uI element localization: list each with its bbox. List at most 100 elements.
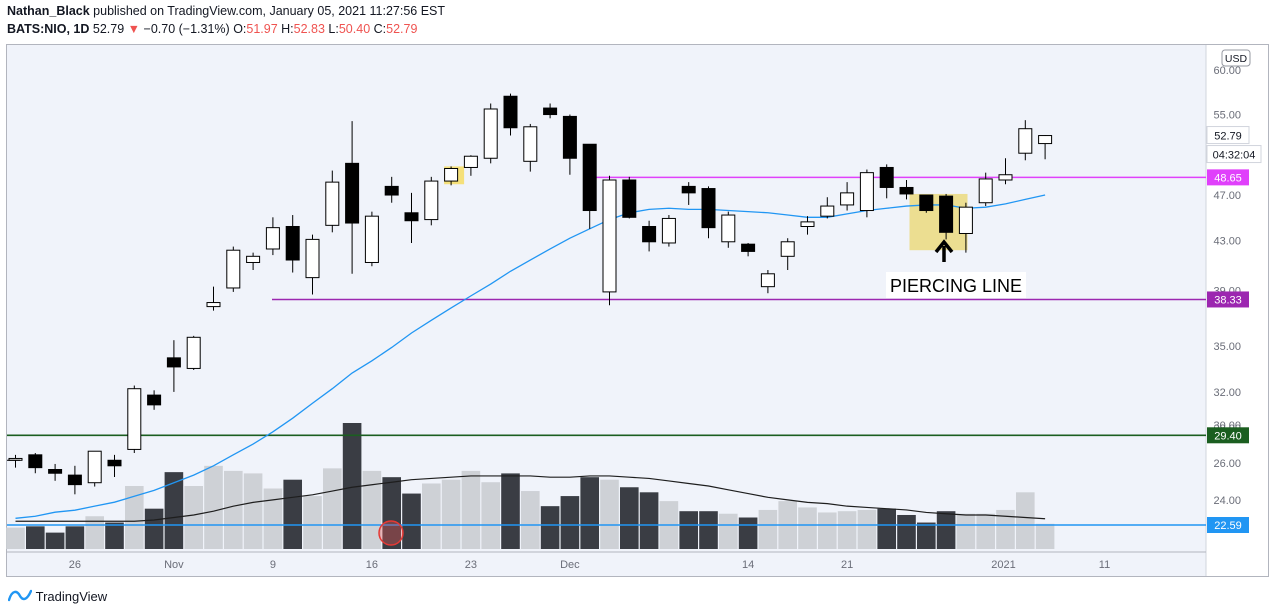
candle-body — [285, 225, 300, 261]
close-value: 52.79 — [386, 22, 418, 36]
volume-bar — [600, 479, 619, 549]
resistance-axis-label-bg — [1207, 169, 1249, 186]
volume-bar — [738, 517, 758, 549]
annotation-arrow-head-icon — [934, 239, 954, 254]
volume-bar — [184, 486, 203, 549]
price-change: −0.70 (−1.31%) — [143, 22, 230, 36]
volume-bar — [956, 513, 976, 549]
y-tick-label: 26.00 — [1213, 458, 1241, 470]
x-tick-label: 9 — [270, 559, 276, 571]
volume-bar — [917, 522, 936, 549]
down-arrow-icon: ▼ — [127, 22, 141, 36]
candle-body — [364, 215, 379, 263]
y-tick-label: 24.00 — [1213, 495, 1241, 507]
close-label: C: — [373, 22, 387, 36]
candle-body — [463, 155, 478, 168]
volume-bar — [342, 423, 362, 549]
volume-bar — [580, 477, 599, 549]
x-tick-label: Dec — [560, 559, 580, 571]
green-axis-label-bg — [1207, 427, 1249, 444]
volume-bar — [323, 468, 342, 549]
volume-bar — [26, 526, 45, 549]
volume-bar — [481, 482, 500, 549]
volume-bar — [164, 472, 184, 549]
candle-body — [246, 255, 261, 263]
candle-body — [582, 143, 597, 212]
x-tick-label: 23 — [465, 559, 477, 571]
candle-body — [305, 238, 320, 279]
footer: TradingView — [7, 588, 108, 605]
candle-body — [28, 454, 43, 469]
candle-body — [661, 217, 676, 244]
volume-bar — [818, 512, 837, 549]
volume-bar — [6, 527, 25, 549]
y-tick-label: 60.00 — [1213, 65, 1241, 77]
candle-body — [681, 185, 696, 194]
y-tick-label: 43.00 — [1213, 236, 1241, 248]
volume-bar — [719, 513, 738, 549]
currency-badge-label: USD — [1225, 53, 1248, 65]
ohlc-line: BATS:NIO, 1D 52.79 ▼ −0.70 (−1.31%) O:51… — [7, 22, 417, 36]
candle-body — [562, 115, 577, 159]
volume-bar — [204, 465, 223, 549]
candle-body — [424, 180, 439, 221]
x-tick-label: 21 — [841, 559, 853, 571]
volume-bar — [441, 479, 461, 549]
candle-body — [265, 227, 280, 250]
volume-bar — [798, 507, 817, 549]
candle-body — [147, 394, 162, 406]
candle-body — [186, 336, 201, 369]
candle-body — [206, 302, 221, 308]
volume-bar — [243, 473, 263, 549]
volume-axis-label-bg — [1207, 517, 1249, 533]
candle-body — [483, 108, 498, 159]
author-name[interactable]: Nathan_Black — [7, 4, 90, 18]
x-tick-label: Nov — [164, 559, 184, 571]
tradingview-brand[interactable]: TradingView — [35, 589, 108, 605]
candle-body — [67, 474, 82, 486]
x-tick-label: 26 — [69, 559, 81, 571]
candle-body — [998, 174, 1013, 181]
candle-body — [384, 185, 399, 196]
volume-bar — [837, 511, 857, 549]
candle-body — [741, 243, 756, 252]
countdown-label: 04:32:04 — [1213, 150, 1256, 162]
candle-body — [840, 192, 855, 206]
green-axis-label: 29.40 — [1214, 430, 1242, 442]
support-axis-label-bg — [1207, 291, 1249, 308]
x-tick-label: 14 — [742, 559, 754, 571]
volume-bar — [540, 506, 560, 549]
volume-bar — [521, 491, 540, 549]
publish-text: published on TradingView.com, January 05… — [93, 4, 446, 18]
annotation-box — [886, 272, 1026, 298]
candle-body — [107, 459, 122, 467]
volume-bar — [144, 508, 164, 549]
volume-bar — [382, 477, 401, 549]
currency-badge — [1221, 49, 1251, 67]
candle-body — [800, 221, 815, 227]
candle-body — [48, 469, 63, 474]
resistance-axis-label: 48.65 — [1214, 172, 1242, 184]
volume-bar — [936, 511, 956, 549]
candle-body — [780, 241, 795, 257]
volume-bar — [422, 483, 441, 549]
publish-line: Nathan_Black published on TradingView.co… — [7, 4, 445, 18]
volume-bar — [283, 479, 302, 549]
candle-body — [404, 212, 419, 222]
volume-highlight-circle — [378, 520, 404, 546]
symbol-label: BATS:NIO, 1D — [7, 22, 90, 36]
candle-body — [622, 179, 637, 218]
x-tick-label: 16 — [366, 559, 378, 571]
volume-bar — [996, 509, 1015, 549]
candle-body — [127, 388, 142, 450]
low-label: L: — [328, 22, 339, 36]
candle-body — [701, 188, 716, 229]
countdown-bg — [1206, 145, 1262, 164]
candle-body — [820, 205, 835, 217]
volume-bar — [976, 513, 995, 549]
volume-bar — [263, 488, 283, 549]
low-value: 50.40 — [338, 22, 371, 36]
volume-bar — [679, 511, 698, 549]
tradingview-logo-icon[interactable] — [7, 589, 36, 605]
